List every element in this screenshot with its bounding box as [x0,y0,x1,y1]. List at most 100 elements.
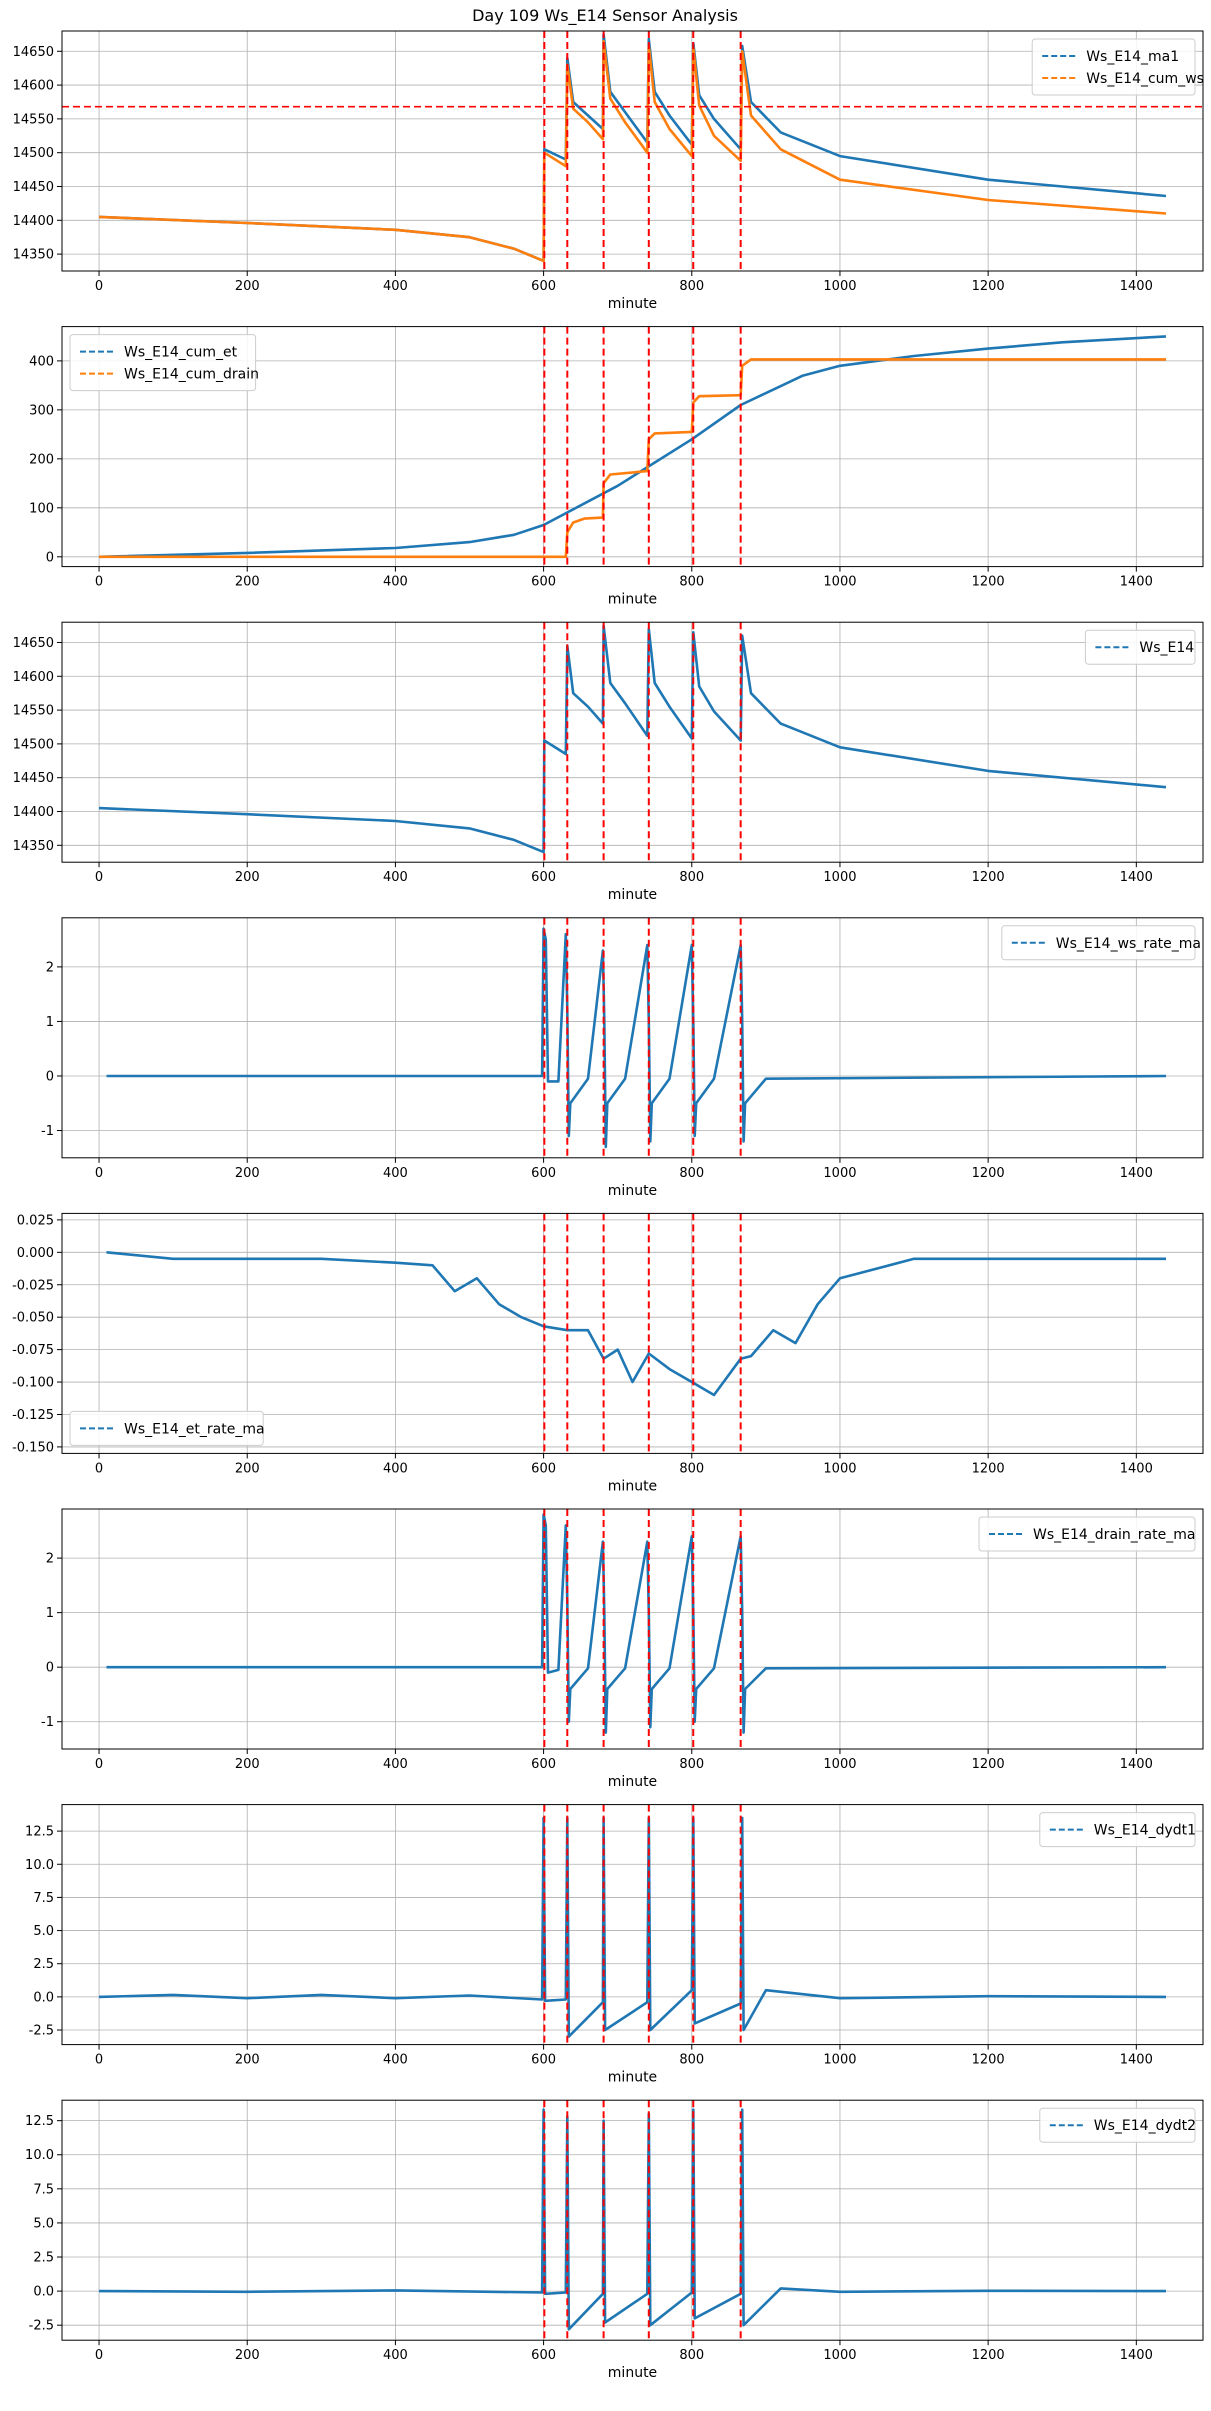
legend-box [1039,2107,1196,2143]
x-tick-label: 800 [679,870,704,885]
x-tick-label: 1400 [1120,575,1153,590]
y-tick-label: 12.5 [25,2114,54,2129]
x-tick-label: 400 [383,1166,408,1181]
y-tick-label: 0 [46,1069,54,1084]
y-tick-label: 100 [29,501,54,516]
x-tick-label: 1400 [1120,1166,1153,1181]
y-tick-label: 14550 [13,112,54,127]
legend-label: Ws_E14_drain_rate_ma [1033,1527,1195,1543]
x-tick-label: 600 [531,2053,556,2068]
x-tick-label: 600 [531,2348,556,2363]
legend-label: Ws_E14_dydt1 [1094,1823,1196,1839]
y-tick-label: 10.0 [25,2148,54,2163]
subplot-7: 0 200 400 600 800 1000 1200 1400 -2.5 0.0 2.5 5.0 7.… [25,1804,1204,2086]
x-tick-label: 600 [531,279,556,294]
axes-frame [61,1212,1204,1454]
subplot-1: 0 200 400 600 800 1000 1200 1400 14350 14400 14450… [13,30,1204,312]
series-line-Ws_E14_dydt2 [98,2108,1167,2331]
x-tick-label: 800 [679,2053,704,2068]
legend-box [69,334,257,392]
x-tick-label: 1000 [823,1461,856,1476]
x-tick-label: 1000 [823,870,856,885]
x-tick-label: 1400 [1120,2348,1153,2363]
x-tick-label: 400 [383,2348,408,2363]
axes-frame [61,917,1204,1159]
y-tick-label: -0.075 [12,1343,54,1358]
x-tick-label: 200 [235,1757,260,1772]
y-tick-label: 12.5 [25,1825,54,1840]
x-tick-label: 1200 [972,1461,1005,1476]
x-tick-label: 1200 [972,1757,1005,1772]
y-tick-label: 5.0 [33,1924,54,1939]
legend-label: Ws_E14 [1139,640,1194,656]
x-tick-label: 200 [235,1461,260,1476]
x-tick-label: 200 [235,279,260,294]
x-tick-label: 200 [235,575,260,590]
y-tick-label: 2 [46,960,54,975]
legend-box [978,1516,1196,1552]
x-tick-label: 1200 [972,2348,1005,2363]
y-tick-label: 2 [46,1552,54,1567]
legend-label: Ws_E14_ws_rate_ma [1056,936,1201,952]
x-axis-label: minute [608,1183,657,1199]
x-tick-label: 600 [531,1166,556,1181]
legend-label: Ws_E14_dydt2 [1094,2118,1196,2134]
series-line-Ws_E14_ws_rate_ma [106,927,1167,1149]
x-tick-label: 1400 [1120,870,1153,885]
series-line-Ws_E14_cum_ws [98,39,1167,263]
x-tick-label: 800 [679,575,704,590]
subplots: 0 200 400 600 800 1000 1200 1400143501440014450… [12,30,1204,2381]
subplot-4: 0 200 400 600 800 1000 1200 1400 -1 0 1 2 minute Ws_E… [41,917,1204,1199]
x-tick-label: 0 [95,870,103,885]
legend: Ws_E14_drain_rate_ma [978,1516,1196,1552]
legend: Ws_E14_ma1 Ws_E14_cum_ws [1031,38,1204,96]
subplot-6: 0 200 400 600 800 1000 1200 1400 -1 0 1 2 minute Ws_E… [41,1508,1204,1790]
y-tick-label: 2.5 [33,2251,54,2266]
y-tick-label: 14350 [13,839,54,854]
x-tick-label: 400 [383,575,408,590]
series-line-Ws_E14_drain_rate_ma [106,1513,1167,1734]
legend-label: Ws_E14_ma1 [1086,49,1179,65]
x-tick-label: 1000 [823,2348,856,2363]
x-tick-label: 0 [95,575,103,590]
y-tick-label: 14600 [13,79,54,94]
x-tick-label: 1400 [1120,1757,1153,1772]
y-tick-label: -1 [41,1715,54,1730]
legend: Ws_E14_et_rate_ma [69,1410,265,1446]
x-tick-label: 1000 [823,279,856,294]
y-tick-label: -0.150 [12,1440,54,1455]
y-tick-label: 200 [29,452,54,467]
x-tick-label: 600 [531,870,556,885]
x-tick-label: 0 [95,2348,103,2363]
y-tick-label: 10.0 [25,1858,54,1873]
series-line-Ws_E14_cum_et [98,335,1167,559]
axes-frame [61,621,1204,863]
y-tick-label: 14400 [13,805,54,820]
x-tick-label: 0 [95,1166,103,1181]
x-tick-label: 400 [383,279,408,294]
axes-frame [61,1804,1204,2046]
y-tick-label: -0.125 [12,1408,54,1423]
x-axis-label: minute [608,296,657,312]
x-axis-label: minute [608,592,657,608]
x-tick-label: 800 [679,1461,704,1476]
x-tick-label: 400 [383,870,408,885]
legend: Ws_E14_dydt1 [1039,1812,1196,1848]
y-tick-label: 5.0 [33,2216,54,2231]
y-tick-label: 14450 [13,180,54,195]
subplot-2: 0 200 400 600 800 1000 1200 1400 0 100 200 300 400 mi… [29,326,1204,608]
y-tick-label: -0.050 [12,1311,54,1326]
y-tick-label: -0.025 [12,1278,54,1293]
legend: Ws_E14_dydt2 [1039,2107,1196,2143]
y-tick-label: 14400 [13,214,54,229]
legend-label: Ws_E14_cum_et [124,345,238,361]
y-tick-label: 400 [29,354,54,369]
y-tick-label: 14500 [13,146,54,161]
x-tick-label: 1000 [823,1166,856,1181]
legend: Ws_E14_ws_rate_ma [1001,925,1201,961]
y-tick-label: 0.0 [33,2285,54,2300]
x-tick-label: 200 [235,2348,260,2363]
legend-box [69,1410,264,1446]
y-tick-label: 0.0 [33,1990,54,2005]
